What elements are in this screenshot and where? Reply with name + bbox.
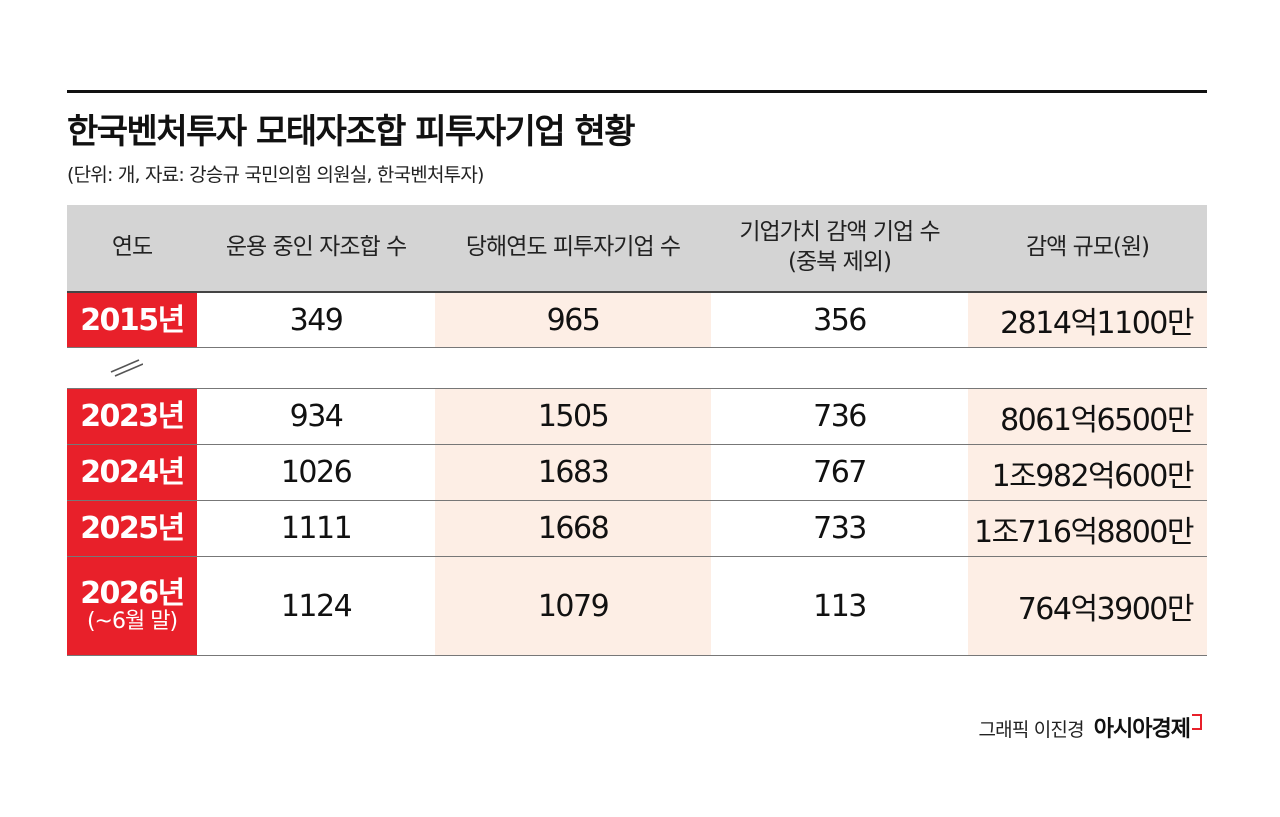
header-funds: 운용 중인 자조합 수 <box>225 234 407 261</box>
year-cell: 2015년 <box>67 293 197 347</box>
impaired-cell: 736 <box>813 399 867 434</box>
top-rule <box>67 90 1207 93</box>
table-row: 2015년 349 965 356 2814억1100만 <box>67 293 1207 348</box>
table-body: 2015년 349 965 356 2814억1100만 2023년 934 1505 736 8… <box>67 293 1207 656</box>
table-row: 2024년 1026 1683 767 1조982억600만 <box>67 445 1207 501</box>
table-header: 연도 운용 중인 자조합 수 당해연도 피투자기업 수 기업가치 감액 기업 수… <box>67 205 1207 293</box>
break-mark-icon <box>110 359 143 377</box>
brand-name: 아시아경제 <box>1093 717 1191 742</box>
table-row: 2025년 1111 1668 733 1조716억8800만 <box>67 501 1207 557</box>
year-label: 2025년 <box>80 511 185 546</box>
funds-cell: 934 <box>289 399 344 434</box>
year-cell: 2023년 <box>67 389 197 444</box>
chart-title: 한국벤처투자 모태자조합 피투자기업 현황 <box>67 112 636 152</box>
year-label: 2024년 <box>80 455 185 490</box>
year-gap-row <box>67 348 1207 389</box>
header-amount: 감액 규모(원) <box>1025 234 1150 261</box>
header-impaired: 기업가치 감액 기업 수 (중복 제외) <box>739 219 940 275</box>
amount-cell: 2814억1100만 <box>968 293 1207 347</box>
companies-cell: 1079 <box>435 557 711 655</box>
impaired-cell: 767 <box>813 455 867 490</box>
amount-cell: 1조982억600만 <box>968 445 1207 500</box>
funds-cell: 1026 <box>280 455 353 490</box>
year-cell: 2024년 <box>67 445 197 500</box>
impaired-cell: 356 <box>813 302 867 338</box>
impaired-cell: 113 <box>813 588 867 624</box>
funds-cell: 1111 <box>280 511 353 546</box>
companies-cell: 1668 <box>435 501 711 556</box>
funds-cell: 1124 <box>280 588 353 624</box>
year-cell: 2025년 <box>67 501 197 556</box>
amount-cell: 764억3900만 <box>968 557 1207 655</box>
table-row: 2026년 (~6월 말) 1124 1079 113 764억3900만 <box>67 557 1207 656</box>
impaired-cell: 733 <box>813 511 867 546</box>
brand-logo: 아시아경제 <box>1094 711 1202 743</box>
amount-cell: 1조716억8800만 <box>968 501 1207 556</box>
year-cell: 2026년 (~6월 말) <box>67 557 197 655</box>
year-note: (~6월 말) <box>86 609 178 635</box>
data-table: 연도 운용 중인 자조합 수 당해연도 피투자기업 수 기업가치 감액 기업 수… <box>67 205 1207 656</box>
credit-artist: 그래픽 이진경 <box>978 719 1084 741</box>
amount-cell: 8061억6500만 <box>968 389 1207 444</box>
year-label: 2015년 <box>80 302 185 338</box>
year-label: 2023년 <box>80 399 185 434</box>
brand-mark-icon <box>1192 714 1202 730</box>
chart-subtitle: (단위: 개, 자료: 강승규 국민의힘 의원실, 한국벤처투자) <box>67 164 484 186</box>
companies-cell: 1683 <box>435 445 711 500</box>
header-year: 연도 <box>111 234 153 261</box>
companies-cell: 965 <box>435 293 711 347</box>
companies-cell: 1505 <box>435 389 711 444</box>
year-label: 2026년 <box>80 576 185 612</box>
funds-cell: 349 <box>289 302 344 338</box>
header-companies: 당해연도 피투자기업 수 <box>465 234 681 261</box>
credit: 그래픽 이진경 아시아경제 <box>978 711 1202 743</box>
table-row: 2023년 934 1505 736 8061억6500만 <box>67 389 1207 445</box>
